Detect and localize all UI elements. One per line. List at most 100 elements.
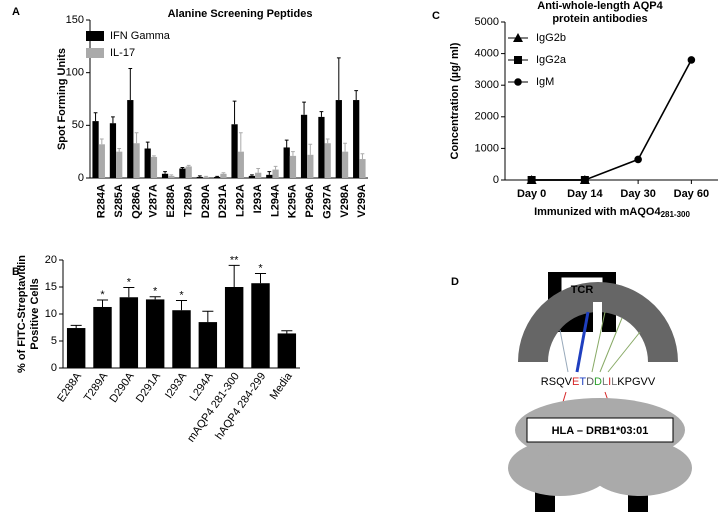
y-tick-label: 0: [78, 172, 84, 184]
error-bar: [319, 111, 324, 117]
hla-box: [526, 417, 674, 443]
y-tick-label: 15: [45, 281, 57, 293]
error-bar: [215, 175, 220, 177]
bar: [98, 144, 105, 178]
legend-marker: [513, 33, 523, 42]
error-bar: [273, 165, 278, 170]
arc-gap: [593, 302, 602, 332]
x-tick-label: I293A: [252, 184, 264, 213]
error-bar: [254, 273, 267, 284]
bar: [266, 174, 273, 178]
bar: [119, 297, 139, 368]
x-tick-label: V298A: [339, 184, 351, 218]
panel-label: A: [12, 6, 20, 18]
x-tick-label: V299A: [356, 184, 368, 218]
marker: [634, 155, 642, 164]
error-bar: [152, 155, 156, 157]
error-bar: [256, 168, 261, 173]
chart-title: protein antibodies: [552, 13, 647, 25]
contact-line: [599, 317, 623, 373]
peptide-residue: RSQV: [541, 376, 573, 388]
bar: [318, 116, 325, 178]
x-tick-label: K295A: [287, 184, 299, 218]
y-tick-label: 5000: [475, 16, 499, 28]
error-bar: [302, 101, 306, 115]
bar: [185, 166, 192, 178]
x-tick-label: V287A: [148, 184, 160, 218]
bar: [202, 176, 210, 178]
y-tick-label: 5: [51, 335, 57, 347]
error-bar: [360, 153, 365, 160]
bar: [145, 299, 165, 368]
bar: [116, 151, 123, 178]
y-axis-label: Concentration (µg/ ml): [449, 42, 461, 159]
bar: [277, 333, 297, 368]
error-bar: [96, 299, 109, 307]
peptide-residue: E: [572, 376, 579, 388]
error-bar: [354, 90, 359, 101]
peptide-residue: I: [608, 376, 611, 388]
bar: [272, 169, 279, 178]
marker: [527, 176, 536, 184]
y-tick-label: 100: [66, 67, 84, 79]
marker: [581, 176, 589, 184]
bar: [231, 124, 238, 178]
x-tick-label: T289A: [82, 370, 111, 404]
panel-label: B: [12, 266, 20, 278]
legend-label: IL-17: [110, 47, 135, 59]
error-bar: [250, 174, 254, 176]
x-tick-label: E288A: [55, 370, 84, 404]
contact-line: [607, 331, 641, 373]
x-tick-label: E288A: [165, 184, 177, 218]
bar: [144, 148, 151, 178]
tcr-label: TCR: [571, 284, 594, 296]
x-axis-label-main: Immunized with mAQO4: [534, 206, 661, 218]
bar: [220, 173, 227, 178]
bar: [248, 175, 256, 178]
bar: [161, 173, 169, 178]
x-tick-label: Media: [268, 370, 296, 402]
bar: [283, 147, 290, 178]
bar: [255, 172, 262, 178]
y-tick-label: 3000: [475, 79, 499, 91]
chart-title: Alanine Screening Peptides: [168, 8, 313, 20]
error-bar: [343, 142, 347, 152]
error-bar: [163, 171, 167, 174]
error-bar: [99, 138, 104, 145]
x-tick-label: Day 30: [620, 188, 655, 200]
legend-label: IgG2a: [536, 54, 567, 66]
bar: [341, 151, 349, 178]
bar: [92, 121, 99, 178]
legend-label: IFN Gamma: [110, 30, 171, 42]
bar: [353, 100, 360, 178]
bar: [324, 143, 331, 178]
bar: [196, 176, 203, 178]
error-bar: [169, 174, 174, 176]
marker: [687, 56, 696, 64]
diagram: TCR HLA – DRB1*03:01 RSQVETDDLILKPGVV D: [451, 272, 692, 512]
bar: [198, 322, 218, 368]
legend-swatch: [86, 48, 104, 58]
legend-label: IgM: [536, 76, 554, 88]
significance: *: [127, 276, 132, 288]
significance: *: [258, 262, 263, 274]
error-bar: [221, 172, 226, 174]
panel-label: D: [451, 276, 459, 288]
error-bar: [291, 151, 295, 156]
y-tick-label: 1000: [475, 142, 499, 154]
error-bar: [284, 139, 289, 148]
y-tick-label: 0: [51, 362, 57, 374]
contact-line: [559, 329, 569, 373]
error-bar: [197, 175, 202, 177]
contact-line: [591, 311, 606, 373]
x-axis-label-sub: 281-300: [661, 210, 691, 219]
x-tick-label: G297A: [321, 184, 333, 219]
peptide-residue: T: [579, 376, 586, 388]
error-bar: [232, 100, 237, 125]
bar: [359, 159, 366, 178]
x-tick-label: P296A: [304, 184, 316, 218]
peptide-residue: L: [602, 376, 608, 388]
legend-label: IgG2b: [536, 32, 566, 44]
bar: [66, 328, 86, 368]
error-bar: [308, 143, 313, 155]
